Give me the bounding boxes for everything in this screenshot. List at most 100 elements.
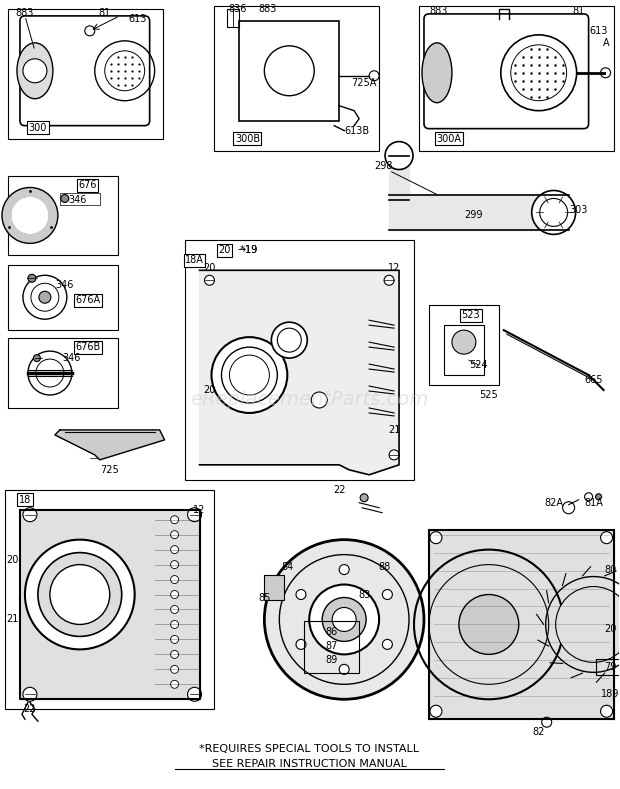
Text: 300: 300 (29, 122, 47, 133)
Circle shape (385, 141, 413, 170)
Circle shape (383, 589, 392, 600)
Text: 883: 883 (258, 4, 277, 14)
Circle shape (23, 59, 47, 83)
Circle shape (601, 705, 613, 717)
Text: 88: 88 (378, 562, 390, 571)
Bar (8, 338, 118, 408)
Text: 22: 22 (333, 484, 345, 495)
Circle shape (28, 275, 36, 282)
Circle shape (459, 595, 519, 654)
Circle shape (170, 620, 179, 629)
Circle shape (170, 575, 179, 584)
Text: 346: 346 (63, 353, 81, 363)
Circle shape (542, 717, 552, 727)
Text: 22: 22 (24, 705, 36, 714)
Bar (444, 325, 484, 375)
Text: 883: 883 (430, 6, 448, 16)
Bar (8, 265, 118, 330)
Circle shape (188, 508, 202, 522)
Bar (8, 9, 162, 139)
Text: 613: 613 (128, 14, 147, 24)
Polygon shape (389, 155, 409, 200)
Circle shape (369, 71, 379, 80)
Text: 82: 82 (533, 727, 545, 737)
Text: 525: 525 (479, 390, 498, 400)
Text: 12: 12 (388, 264, 401, 273)
Bar (596, 660, 620, 675)
Circle shape (383, 639, 392, 649)
Bar (185, 241, 414, 480)
Circle shape (61, 194, 69, 203)
Circle shape (211, 337, 287, 413)
Bar (228, 9, 239, 27)
Text: 82A: 82A (544, 498, 563, 508)
Text: 725A: 725A (352, 78, 377, 88)
Circle shape (339, 664, 349, 675)
Polygon shape (12, 197, 48, 234)
Circle shape (23, 508, 37, 522)
Circle shape (170, 665, 179, 673)
Circle shape (23, 687, 37, 701)
Circle shape (33, 354, 40, 361)
Text: 665: 665 (584, 375, 603, 385)
Circle shape (563, 502, 575, 514)
Circle shape (205, 275, 215, 286)
Circle shape (170, 680, 179, 688)
Circle shape (188, 687, 202, 701)
Text: 613: 613 (590, 26, 608, 36)
Circle shape (430, 705, 442, 717)
Text: 87: 87 (325, 641, 337, 652)
Circle shape (389, 450, 399, 460)
Polygon shape (2, 188, 58, 243)
Text: 20: 20 (6, 555, 18, 565)
Text: 300A: 300A (436, 133, 461, 144)
Text: 20: 20 (604, 624, 617, 634)
Text: 81: 81 (572, 6, 585, 16)
Text: 80: 80 (604, 565, 617, 574)
Circle shape (272, 322, 308, 358)
Bar (429, 305, 499, 385)
Text: 346: 346 (69, 196, 87, 205)
Text: 79: 79 (604, 662, 617, 672)
Circle shape (296, 589, 306, 600)
Circle shape (170, 635, 179, 643)
Circle shape (39, 291, 51, 303)
Circle shape (170, 650, 179, 658)
Text: A: A (603, 38, 610, 48)
Circle shape (264, 540, 424, 699)
Text: *19: *19 (237, 245, 257, 256)
Polygon shape (200, 271, 399, 475)
Text: 18: 18 (19, 495, 31, 505)
Bar (60, 193, 100, 205)
Circle shape (601, 532, 613, 544)
Circle shape (296, 639, 306, 649)
Circle shape (170, 516, 179, 524)
Ellipse shape (17, 43, 53, 99)
Text: 86: 86 (325, 627, 337, 638)
Text: 20: 20 (203, 264, 216, 273)
Text: 676: 676 (79, 181, 97, 190)
Bar (264, 574, 285, 600)
Circle shape (311, 392, 327, 408)
Circle shape (170, 546, 179, 554)
Circle shape (596, 494, 601, 499)
Text: 189: 189 (601, 690, 620, 699)
Circle shape (384, 275, 394, 286)
Bar (8, 175, 118, 256)
Text: 12: 12 (193, 505, 206, 514)
Bar (419, 6, 614, 151)
Text: 725: 725 (100, 465, 119, 475)
Circle shape (322, 597, 366, 641)
Bar (239, 21, 339, 121)
Circle shape (170, 531, 179, 539)
Polygon shape (429, 529, 614, 720)
Text: 84: 84 (281, 562, 293, 571)
Text: 81A: 81A (584, 498, 603, 508)
Text: 523: 523 (461, 310, 480, 320)
Circle shape (360, 494, 368, 502)
Text: 18A: 18A (185, 256, 204, 265)
Text: 346: 346 (56, 280, 74, 290)
Text: 85: 85 (258, 593, 270, 603)
Text: 300B: 300B (235, 133, 260, 144)
Circle shape (309, 585, 379, 654)
